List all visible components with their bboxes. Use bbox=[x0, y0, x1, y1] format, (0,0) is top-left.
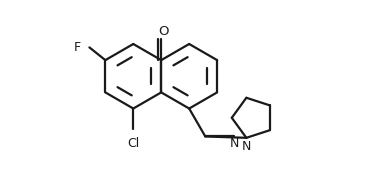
Text: N: N bbox=[230, 137, 240, 150]
Text: N: N bbox=[241, 140, 251, 153]
Text: Cl: Cl bbox=[127, 137, 139, 150]
Text: O: O bbox=[159, 25, 169, 38]
Text: F: F bbox=[74, 41, 80, 54]
